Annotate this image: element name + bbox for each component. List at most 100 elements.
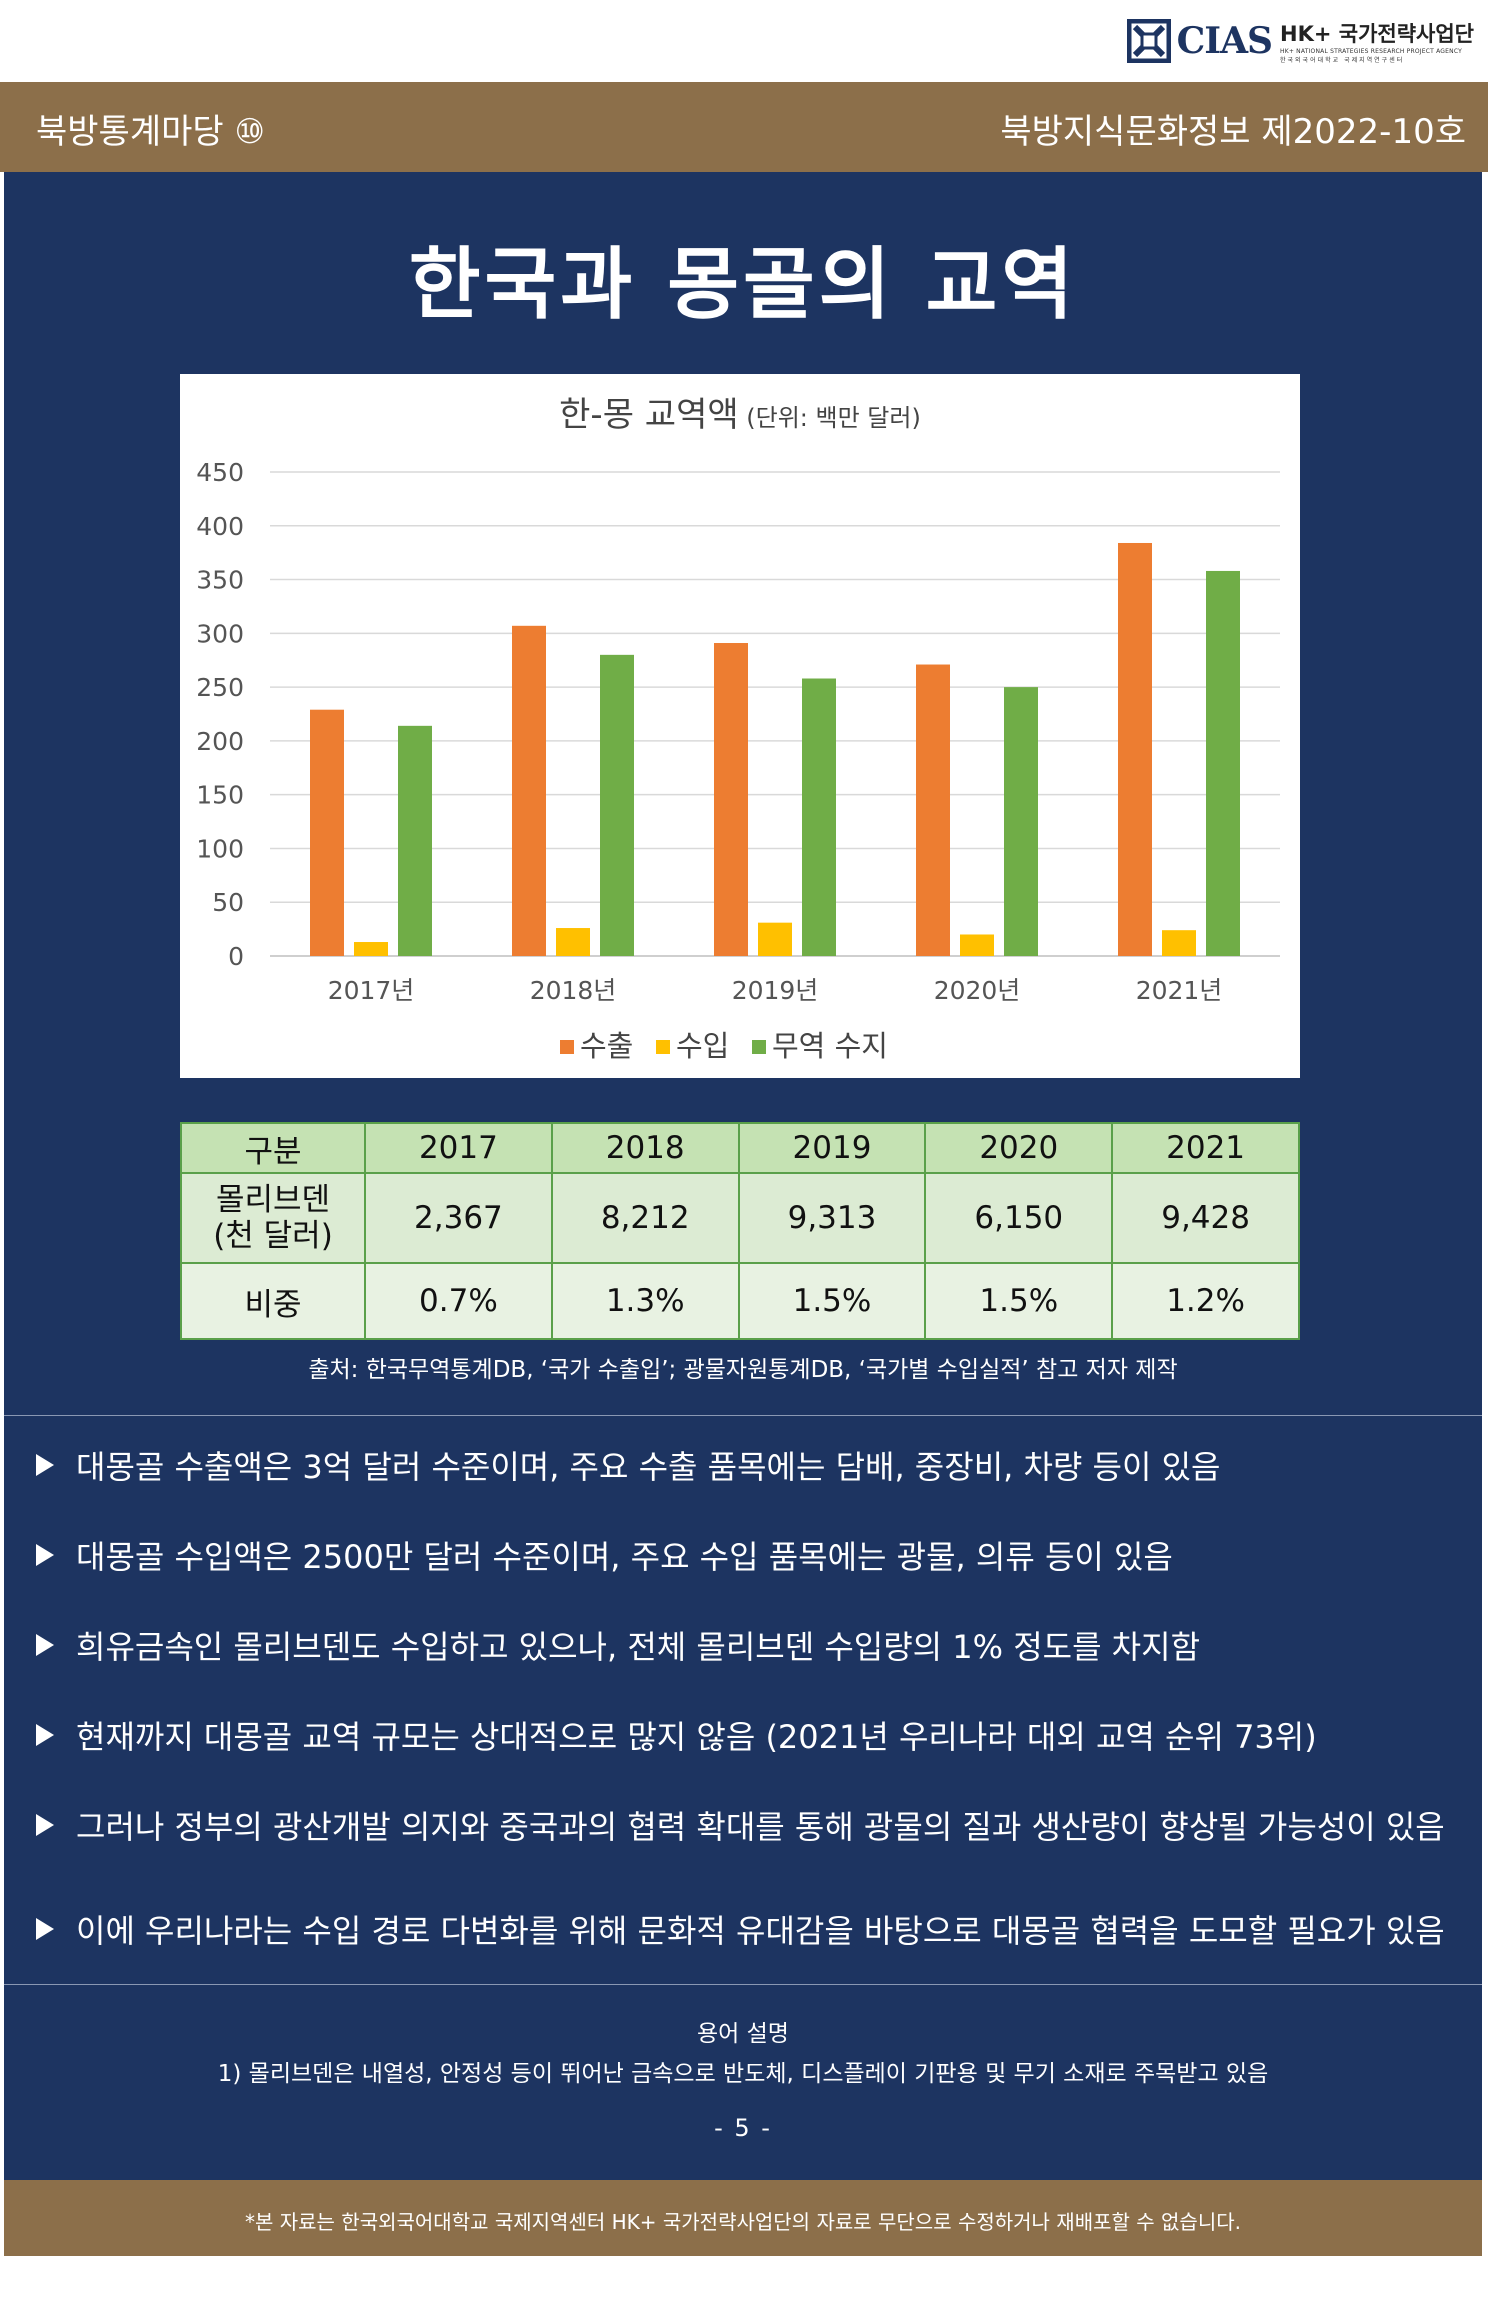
bar-수입 bbox=[758, 922, 792, 956]
bar-수출 bbox=[512, 625, 546, 956]
x-tick-label: 2021년 bbox=[1136, 976, 1223, 1005]
x-tick-label: 2020년 bbox=[934, 976, 1021, 1005]
molybdenum-table: 구분 2017 2018 2019 2020 2021 몰리브덴 (천 달러) … bbox=[180, 1122, 1300, 1340]
row-label-line: 몰리브덴 bbox=[215, 1182, 331, 1218]
logo-program: HK+ 국가전략사업단 bbox=[1280, 22, 1474, 46]
bullet-text: 대몽골 수입액은 2500만 달러 수준이며, 주요 수입 품목에는 광물, 의… bbox=[76, 1538, 1173, 1576]
divider bbox=[4, 1415, 1482, 1416]
bar-무역 수지 bbox=[802, 678, 836, 956]
y-tick-label: 0 bbox=[228, 942, 244, 971]
table-cell: 0.7% bbox=[364, 1262, 553, 1340]
bullet-item: 대몽골 수입액은 2500만 달러 수준이며, 주요 수입 품목에는 광물, 의… bbox=[36, 1532, 1173, 1578]
issue-label: 북방지식문화정보 제2022-10호 bbox=[1000, 112, 1466, 152]
bar-무역 수지 bbox=[398, 725, 432, 956]
legend-label: 수입 bbox=[676, 1029, 729, 1063]
chart-title: 한-몽 교역액 (단위: 백만 달러) bbox=[559, 395, 921, 435]
y-tick-label: 350 bbox=[196, 566, 244, 595]
bullet-text: 현재까지 대몽골 교역 규모는 상대적으로 많지 않음 (2021년 우리나라 … bbox=[76, 1718, 1317, 1756]
row-label-line: (천 달러) bbox=[213, 1218, 333, 1254]
trade-chart-svg: 한-몽 교역액 (단위: 백만 달러) 450 400 350 300 250 200 150… bbox=[196, 395, 1280, 1063]
top-bar: CIAS HK+ 국가전략사업단 HK+ NATIONAL STRATEGIES… bbox=[0, 0, 1488, 80]
table-row: 비중 0.7% 1.3% 1.5% 1.5% 1.2% bbox=[180, 1262, 1300, 1340]
x-tick-label: 2019년 bbox=[732, 976, 819, 1005]
bar-무역 수지 bbox=[1206, 570, 1240, 956]
triangle-bullet-icon bbox=[36, 1724, 54, 1746]
glossary-title: 용어 설명 bbox=[697, 2021, 789, 2047]
legend-swatch bbox=[656, 1040, 670, 1054]
bullet-item: 현재까지 대몽골 교역 규모는 상대적으로 많지 않음 (2021년 우리나라 … bbox=[36, 1712, 1317, 1758]
bar-수입 bbox=[960, 934, 994, 956]
bullet-item: 희유금속인 몰리브덴도 수입하고 있으나, 전체 몰리브덴 수입량의 1% 정도… bbox=[36, 1622, 1200, 1668]
source-note: 출처: 한국무역통계DB, ‘국가 수출입’; 광물자원통계DB, ‘국가별 수… bbox=[308, 1357, 1178, 1383]
table-header-row: 구분 2017 2018 2019 2020 2021 bbox=[180, 1122, 1300, 1174]
cias-emblem-icon bbox=[1126, 19, 1171, 63]
page-number: - 5 - bbox=[714, 2114, 772, 2142]
table-cell: 1.5% bbox=[737, 1262, 927, 1340]
bullet-text: 희유금속인 몰리브덴도 수입하고 있으나, 전체 몰리브덴 수입량의 1% 정도… bbox=[76, 1628, 1201, 1666]
glossary-item: 1) 몰리브덴은 내열성, 안정성 등이 뛰어난 금속으로 반도체, 디스플레이… bbox=[217, 2061, 1269, 2087]
table-cell: 9,428 bbox=[1111, 1172, 1300, 1264]
bar-무역 수지 bbox=[1004, 687, 1038, 956]
header-band: 북방통계마당 ⑩ 북방지식문화정보 제2022-10호 bbox=[0, 82, 1488, 172]
legend-label: 무역 수지 bbox=[772, 1029, 888, 1063]
bullet-text: 대몽골 수출액은 3억 달러 수준이며, 주요 수출 품목에는 담배, 중장비,… bbox=[76, 1448, 1221, 1486]
y-tick-label: 150 bbox=[196, 781, 244, 810]
bullet-item: 대몽골 수출액은 3억 달러 수준이며, 주요 수출 품목에는 담배, 중장비,… bbox=[36, 1442, 1220, 1488]
copyright-notice: *본 자료는 한국외국어대학교 국제지역센터 HK+ 국가전략사업단의 자료로 … bbox=[244, 2210, 1241, 2234]
series-label: 북방통계마당 ⑩ bbox=[36, 112, 265, 152]
y-tick-label: 300 bbox=[196, 619, 244, 648]
y-tick-label: 50 bbox=[212, 888, 244, 917]
x-tick-label: 2018년 bbox=[530, 976, 617, 1005]
table-cell: 1.5% bbox=[924, 1262, 1114, 1340]
table-cell: 6,150 bbox=[924, 1172, 1114, 1264]
logo-wordmark: CIAS bbox=[1176, 20, 1273, 62]
x-tick-label: 2017년 bbox=[328, 976, 415, 1005]
bar-수입 bbox=[354, 942, 388, 956]
table-header-cell: 2017 bbox=[364, 1122, 553, 1174]
table-header-cell: 2020 bbox=[924, 1122, 1114, 1174]
table-header-cell: 구분 bbox=[180, 1122, 366, 1174]
triangle-bullet-icon bbox=[36, 1918, 54, 1940]
bar-무역 수지 bbox=[600, 654, 634, 956]
y-tick-label: 450 bbox=[196, 458, 244, 487]
logo-subtitle-en: HK+ NATIONAL STRATEGIES RESEARCH PROJECT… bbox=[1280, 48, 1462, 55]
bullet-text: 이에 우리나라는 수입 경로 다변화를 위해 문화적 유대감을 바탕으로 대몽골… bbox=[76, 1912, 1445, 1950]
table-header-cell: 2021 bbox=[1111, 1122, 1300, 1174]
row-label: 비중 bbox=[180, 1262, 366, 1340]
table-header-cell: 2019 bbox=[737, 1122, 927, 1174]
bar-수출 bbox=[714, 643, 748, 956]
table-row: 몰리브덴 (천 달러) 2,367 8,212 9,313 6,150 9,42… bbox=[180, 1172, 1300, 1264]
table-cell: 8,212 bbox=[550, 1172, 740, 1264]
triangle-bullet-icon bbox=[36, 1544, 54, 1566]
table-header-cell: 2018 bbox=[550, 1122, 740, 1174]
y-tick-label: 200 bbox=[196, 727, 244, 756]
legend-swatch bbox=[560, 1040, 574, 1054]
footer-band: *본 자료는 한국외국어대학교 국제지역센터 HK+ 국가전략사업단의 자료로 … bbox=[4, 2180, 1482, 2256]
bar-수입 bbox=[556, 928, 590, 956]
y-tick-label: 400 bbox=[196, 512, 244, 541]
bar-수출 bbox=[916, 664, 950, 956]
page-title: 한국과 몽골의 교역 bbox=[408, 240, 1078, 330]
divider bbox=[4, 1984, 1482, 1985]
table-cell: 1.3% bbox=[550, 1262, 740, 1340]
main-panel: 한국과 몽골의 교역 한-몽 교역액 (단위: 백만 달러) 450 400 350 3… bbox=[4, 172, 1482, 2180]
triangle-bullet-icon bbox=[36, 1454, 54, 1476]
bullet-item: 그러나 정부의 광산개발 의지와 중국과의 협력 확대를 통해 광물의 질과 생… bbox=[36, 1802, 1445, 1848]
bullet-text: 그러나 정부의 광산개발 의지와 중국과의 협력 확대를 통해 광물의 질과 생… bbox=[76, 1808, 1445, 1846]
logo-subtitle-ko: 한국외국어대학교 국제지역연구센터 bbox=[1280, 57, 1405, 64]
legend-label: 수출 bbox=[580, 1029, 633, 1063]
bullet-item: 이에 우리나라는 수입 경로 다변화를 위해 문화적 유대감을 바탕으로 대몽골… bbox=[36, 1906, 1445, 1952]
trade-chart: 한-몽 교역액 (단위: 백만 달러) 450 400 350 300 250 200 150… bbox=[180, 374, 1300, 1078]
table-cell: 2,367 bbox=[364, 1172, 553, 1264]
triangle-bullet-icon bbox=[36, 1634, 54, 1656]
legend-swatch bbox=[752, 1040, 766, 1054]
y-tick-label: 100 bbox=[196, 834, 244, 863]
triangle-bullet-icon bbox=[36, 1814, 54, 1836]
table-cell: 1.2% bbox=[1111, 1262, 1300, 1340]
bar-수출 bbox=[310, 709, 344, 956]
bar-수출 bbox=[1118, 542, 1152, 956]
row-label: 몰리브덴 (천 달러) bbox=[180, 1172, 366, 1264]
y-tick-label: 250 bbox=[196, 673, 244, 702]
bar-수입 bbox=[1162, 930, 1196, 956]
table-cell: 9,313 bbox=[737, 1172, 927, 1264]
